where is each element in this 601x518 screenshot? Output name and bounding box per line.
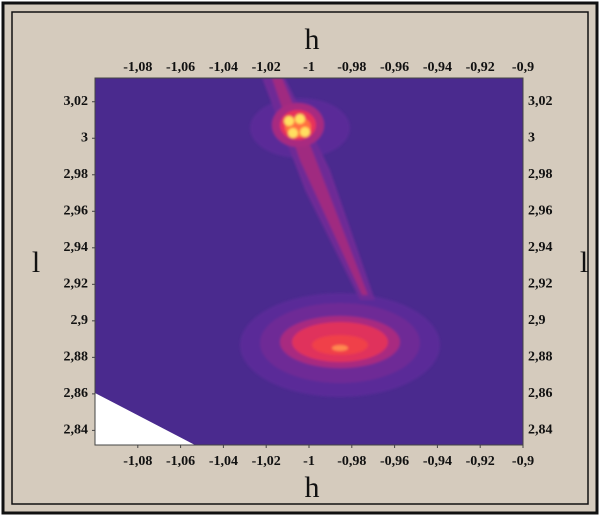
intensity-map bbox=[95, 78, 523, 445]
y-axis-label-left: l bbox=[32, 246, 40, 279]
y-tick-label-right: 2,84 bbox=[528, 423, 553, 438]
x-tick-label-bottom: -0,94 bbox=[423, 454, 452, 469]
y-tick-label-left: 3 bbox=[81, 130, 88, 145]
y-tick-label-right: 2,98 bbox=[528, 167, 553, 182]
peak-core bbox=[284, 116, 294, 126]
x-axis-label-top: h bbox=[305, 23, 320, 56]
x-axis-label-bottom: h bbox=[305, 471, 320, 504]
x-tick-label-top: -1,04 bbox=[209, 60, 238, 75]
inner-frame bbox=[11, 11, 589, 505]
x-tick-label-bottom: -1,04 bbox=[209, 454, 238, 469]
y-tick-label-right: 2,92 bbox=[528, 277, 553, 292]
x-tick-label-bottom: -0,96 bbox=[380, 454, 409, 469]
y-tick-label-left: 2,98 bbox=[64, 167, 89, 182]
y-axis-label-right: l bbox=[580, 246, 588, 279]
y-tick-label-right: 3 bbox=[528, 130, 535, 145]
x-tick-label-top: -0,9 bbox=[512, 60, 534, 75]
y-tick-label-left: 3,02 bbox=[64, 94, 89, 109]
x-tick-label-top: -0,94 bbox=[423, 60, 452, 75]
x-tick-label-top: -0,92 bbox=[466, 60, 495, 75]
x-tick-label-top: -1,06 bbox=[166, 60, 195, 75]
y-tick-label-left: 2,92 bbox=[64, 277, 89, 292]
blank-region bbox=[95, 393, 195, 445]
x-tick-label-bottom: -1,08 bbox=[123, 454, 152, 469]
peak-core bbox=[288, 128, 298, 138]
y-tick-label-right: 2,94 bbox=[528, 240, 553, 255]
y-tick-label-left: 2,96 bbox=[64, 204, 89, 219]
y-tick-label-left: 2,94 bbox=[64, 240, 89, 255]
x-tick-label-top: -1,08 bbox=[123, 60, 152, 75]
x-tick-label-bottom: -0,92 bbox=[466, 454, 495, 469]
peak-core bbox=[300, 127, 310, 137]
peak-core bbox=[332, 345, 348, 351]
x-tick-label-bottom: -1,02 bbox=[252, 454, 281, 469]
y-tick-label-right: 2,86 bbox=[528, 386, 553, 401]
y-tick-label-left: 2,84 bbox=[64, 423, 89, 438]
x-tick-label-bottom: -0,9 bbox=[512, 454, 534, 469]
x-tick-label-top: -1,02 bbox=[252, 60, 281, 75]
x-tick-label-top: -0,96 bbox=[380, 60, 409, 75]
y-tick-label-right: 2,88 bbox=[528, 350, 553, 365]
y-tick-label-right: 2,9 bbox=[528, 313, 546, 328]
x-tick-label-bottom: -1 bbox=[303, 454, 315, 469]
y-tick-label-left: 2,88 bbox=[64, 350, 89, 365]
x-tick-label-bottom: -0,98 bbox=[337, 454, 366, 469]
y-tick-label-right: 2,96 bbox=[528, 204, 553, 219]
x-tick-label-top: -1 bbox=[303, 60, 315, 75]
x-tick-label-top: -0,98 bbox=[337, 60, 366, 75]
y-tick-label-right: 3,02 bbox=[528, 94, 553, 109]
x-tick-label-bottom: -1,06 bbox=[166, 454, 195, 469]
y-tick-label-left: 2,86 bbox=[64, 386, 89, 401]
y-tick-label-left: 2,9 bbox=[71, 313, 89, 328]
peak-core bbox=[295, 114, 305, 124]
